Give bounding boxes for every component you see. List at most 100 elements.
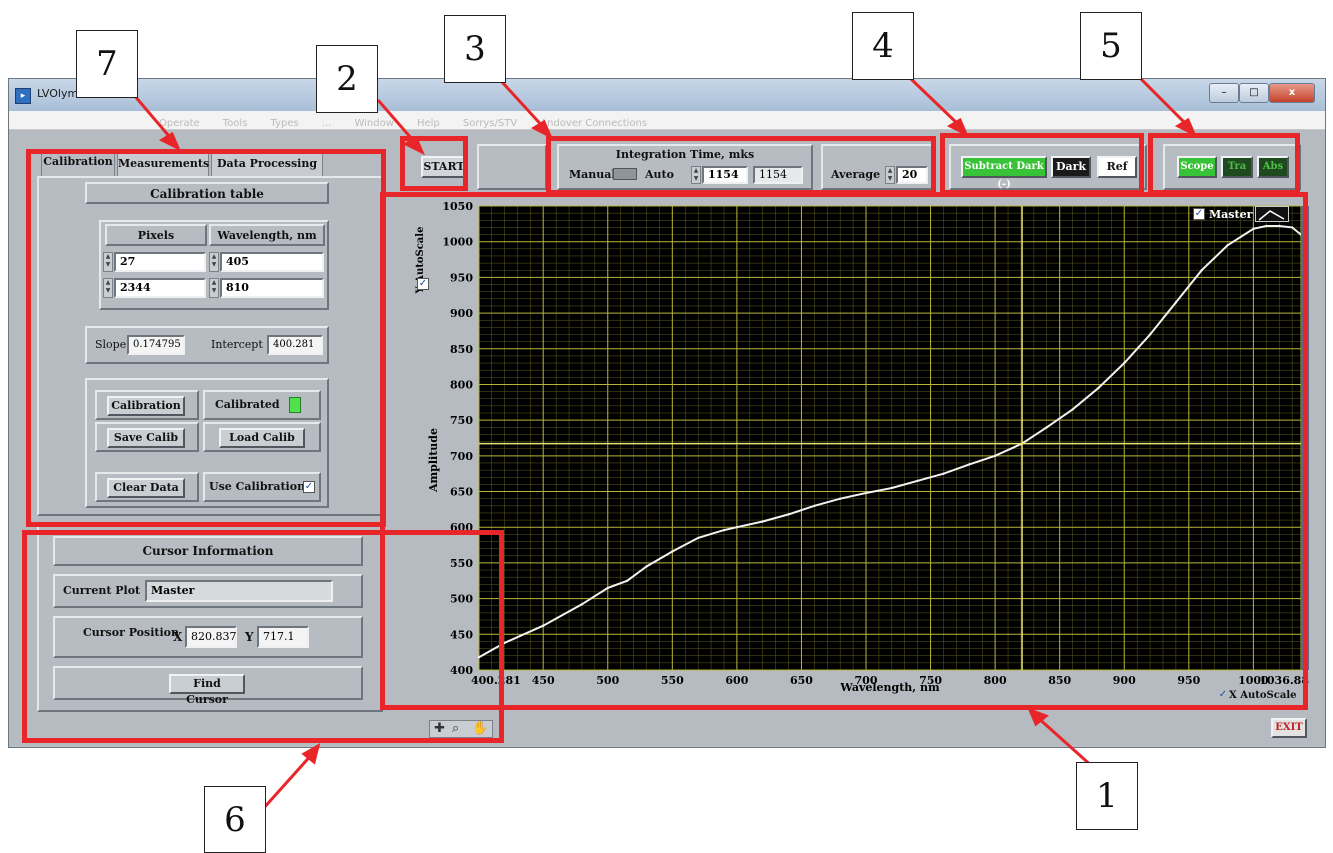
auto-label: Auto: [645, 168, 674, 181]
absorbance-mode-button[interactable]: Abs: [1257, 156, 1289, 178]
data-point: [1290, 226, 1294, 229]
use-calibration-label: Use Calibration: [209, 480, 306, 493]
pixels-row1-field[interactable]: 27: [114, 252, 206, 272]
pixels-row2-field[interactable]: 2344: [114, 278, 206, 298]
menu-item-extra2[interactable]: Andover Connections: [540, 118, 648, 129]
ref-button[interactable]: Ref: [1097, 156, 1137, 178]
pixels-row1-stepper[interactable]: ▲ ▼: [103, 252, 113, 272]
data-point: [696, 536, 700, 540]
save-calib-button[interactable]: Save Calib: [107, 428, 185, 448]
data-point: [1123, 361, 1126, 365]
wavelength-row2-stepper[interactable]: ▲ ▼: [209, 278, 219, 298]
load-calib-button[interactable]: Load Calib: [219, 428, 305, 448]
data-point: [606, 586, 609, 590]
data-point: [890, 486, 894, 490]
data-point: [1265, 224, 1268, 228]
x-autoscale-checkbox[interactable]: ✓: [1218, 689, 1228, 700]
pixels-row2-stepper[interactable]: ▲ ▼: [103, 278, 113, 298]
y-axis-ticks: 4004505005506006507007508008509009501000…: [442, 200, 473, 677]
tab-calibration[interactable]: Calibration: [41, 150, 115, 176]
legend-line-style-icon[interactable]: [1255, 206, 1289, 222]
data-point: [993, 454, 997, 458]
y-tick-label: 450: [450, 628, 473, 641]
y-autoscale-label: Y AutoScale: [415, 227, 426, 295]
y-tick-label: 900: [450, 307, 473, 320]
menu-item-operate[interactable]: Operate: [159, 118, 200, 129]
exit-button[interactable]: EXIT: [1271, 718, 1307, 738]
integration-stepper[interactable]: ▲ ▼: [691, 166, 701, 184]
y-tick-label: 500: [450, 593, 473, 606]
calibration-actions-group: Calibration Calibrated Save Calib Load C…: [85, 378, 329, 508]
x-axis-label: Wavelength, nm: [839, 681, 940, 694]
wavelength-col-label: Wavelength, nm: [217, 229, 317, 242]
x-axis-ticks: 400.281 450 500 550 600 650 700 750 800 850 900 950…: [471, 674, 1309, 687]
calibration-table: Pixels Wavelength, nm ▲ ▼ 27 ▲ ▼ 405 ▲ ▼ 23…: [99, 220, 329, 310]
series-master-points: [477, 224, 1303, 659]
data-point: [1278, 224, 1281, 228]
menu-item-extra1[interactable]: Sorrys/STV: [462, 118, 518, 129]
average-stepper[interactable]: ▲ ▼: [885, 166, 895, 184]
status-box: [477, 144, 547, 190]
y-tick-label: 750: [450, 414, 473, 427]
y-autoscale-checkbox[interactable]: ✓: [417, 278, 429, 290]
y-tick-label: 1000: [442, 236, 473, 249]
minimize-button[interactable]: –: [1209, 83, 1239, 103]
pan-hand-icon[interactable]: ✋: [472, 721, 489, 736]
use-calibration-checkbox[interactable]: ✓: [303, 481, 315, 493]
data-point: [580, 603, 584, 606]
app-icon: ▸: [15, 88, 31, 104]
subtract-dark-button[interactable]: Subtract Dark (-): [961, 156, 1047, 190]
wavelength-row1-field[interactable]: 405: [220, 252, 324, 272]
legend-master-checkbox[interactable]: ✓: [1193, 208, 1205, 220]
tab-data-processing[interactable]: Data Processing: [211, 152, 323, 176]
current-plot-value: Master: [145, 580, 333, 602]
scope-mode-button[interactable]: Scope: [1177, 156, 1217, 178]
title-bar: ▸ LVOlym...l.vi – □ x: [9, 79, 1325, 111]
menu-item-help[interactable]: Help: [416, 118, 440, 129]
zoom-icon[interactable]: ⌕: [452, 721, 460, 736]
x-tick-label: 750: [919, 674, 942, 687]
cursor-position-group: Cursor Position X 820.837 Y 717.1: [53, 616, 363, 658]
menu-item-more[interactable]: ...: [321, 118, 332, 129]
calibrated-led-indicator: [289, 397, 301, 413]
x-tick-label: 850: [1048, 674, 1071, 687]
close-button[interactable]: x: [1269, 83, 1315, 103]
integration-time-readout: 1154: [753, 166, 803, 184]
wavelength-row2-field[interactable]: 810: [220, 278, 324, 298]
dark-button[interactable]: Dark: [1051, 156, 1091, 178]
tab-control: Calibration Measurements Data Processing…: [37, 150, 383, 516]
menu-item-tools[interactable]: Tools: [222, 118, 248, 129]
manual-label: Manual: [569, 168, 616, 181]
grid: [478, 205, 1302, 671]
x-tick-label: 900: [1113, 674, 1136, 687]
cursor-x-value: 820.837: [185, 626, 237, 648]
data-point: [722, 528, 726, 532]
find-cursor-button[interactable]: Find Cursor: [169, 674, 245, 706]
manual-auto-toggle[interactable]: [613, 168, 637, 180]
y-tick-label: 950: [450, 271, 473, 284]
callout-2: 2: [316, 45, 378, 113]
transmission-mode-button[interactable]: Tra: [1221, 156, 1253, 178]
menu-item-window[interactable]: Window: [354, 118, 394, 129]
x-tick-label: 800: [984, 674, 1007, 687]
data-point: [1071, 408, 1074, 411]
wavelength-row1-stepper[interactable]: ▲ ▼: [209, 252, 219, 272]
cursor-move-icon[interactable]: ✚: [434, 721, 445, 736]
maximize-button[interactable]: □: [1239, 83, 1269, 103]
spectrum-chart[interactable]: 400 450 500 550 600 650 700 750 800 850 900 950 1000…: [403, 200, 1311, 700]
x-tick-label: 650: [790, 674, 813, 687]
calibration-table-title: Calibration table: [150, 187, 264, 201]
callout-7: 7: [76, 30, 138, 98]
integration-time-input[interactable]: 1154: [702, 166, 748, 184]
data-point: [761, 520, 764, 523]
clear-data-button[interactable]: Clear Data: [107, 478, 185, 498]
average-input[interactable]: 20: [896, 166, 928, 184]
calibration-button[interactable]: Calibration: [107, 396, 185, 416]
x-tick-label: 950: [1177, 674, 1200, 687]
menu-item-types[interactable]: Types: [270, 118, 299, 129]
x-autoscale-label: X AutoScale: [1229, 690, 1297, 701]
use-calibration-frame: [203, 472, 321, 502]
x-tick-label: 1000: [1238, 674, 1269, 687]
data-point: [1200, 269, 1203, 272]
find-cursor-group: Find Cursor: [53, 666, 363, 706]
